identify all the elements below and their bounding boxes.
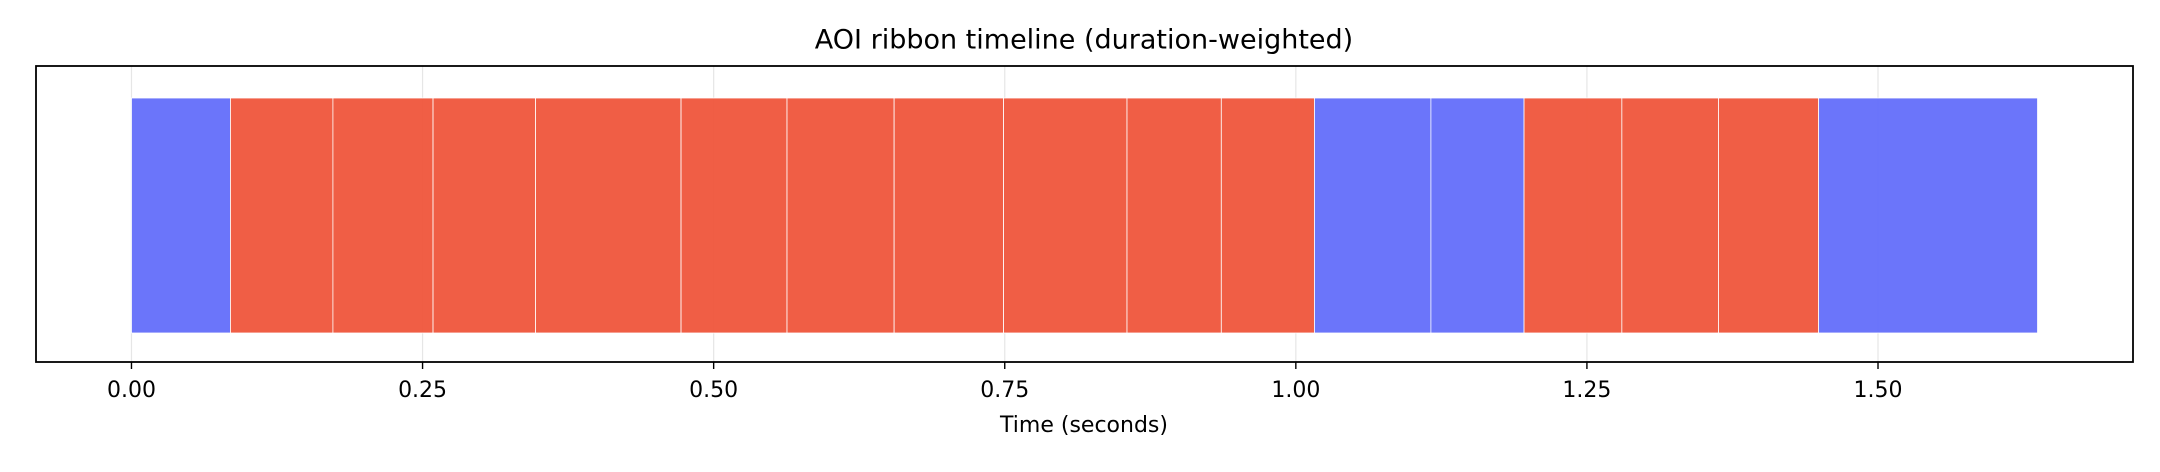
aoi-segment <box>432 97 536 334</box>
aoi-segment <box>1220 97 1315 334</box>
x-axis-label: Time (seconds) <box>999 413 1168 438</box>
ribbon <box>131 97 2038 334</box>
aoi-segment <box>1818 97 2038 334</box>
aoi-segment <box>1003 97 1128 334</box>
x-tick-label: 1.25 <box>1562 378 1611 403</box>
aoi-segment <box>893 97 1004 334</box>
x-tick-label: 1.50 <box>1854 378 1903 403</box>
aoi-segment <box>680 97 788 334</box>
aoi-segment <box>332 97 434 334</box>
x-tick-label: 0.50 <box>689 378 738 403</box>
aoi-segment <box>1718 97 1820 334</box>
plot-frame <box>35 65 2134 363</box>
aoi-segment <box>1126 97 1222 334</box>
x-tick-label: 0.00 <box>107 378 156 403</box>
aoi-segment <box>1523 97 1623 334</box>
x-tick-label: 0.25 <box>398 378 447 403</box>
aoi-segment <box>1621 97 1719 334</box>
aoi-segment <box>131 97 231 334</box>
aoi-segment <box>535 97 682 334</box>
aoi-segment <box>786 97 895 334</box>
chart-title: AOI ribbon timeline (duration-weighted) <box>815 25 1353 56</box>
x-tick-label: 0.75 <box>980 378 1029 403</box>
x-axis: 0.00 0.25 0.50 0.75 1.00 1.25 1.50 <box>107 362 1903 403</box>
aoi-segment <box>1314 97 1432 334</box>
aoi-segment <box>1430 97 1525 334</box>
aoi-segment <box>230 97 334 334</box>
x-tick-label: 1.00 <box>1271 378 1320 403</box>
